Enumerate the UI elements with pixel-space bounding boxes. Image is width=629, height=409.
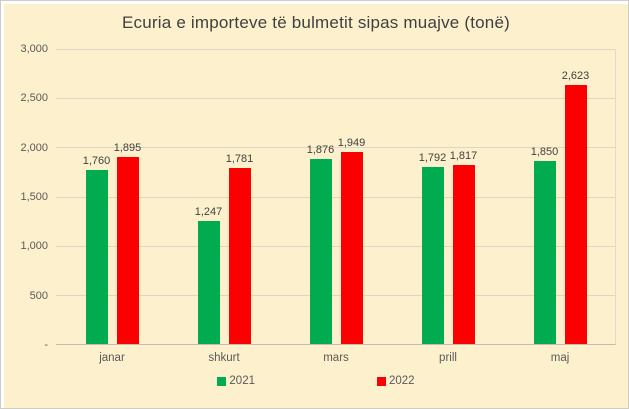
bar-2021-prill (421, 167, 444, 344)
gridline (56, 245, 615, 247)
plot-area (56, 48, 616, 345)
bar-value-label: 1,895 (113, 142, 142, 154)
bar-value-label: 1,247 (194, 206, 223, 218)
bar-2021-mars (309, 159, 332, 344)
gridline (56, 147, 615, 149)
legend-entry-2021: 2021 (217, 375, 255, 387)
gridline (56, 97, 615, 99)
bar-value-label: 1,781 (225, 153, 254, 165)
bar-2022-shkurt (228, 168, 251, 344)
y-tick-label: - (44, 339, 48, 351)
x-tick-label: mars (323, 352, 349, 364)
x-tick-label: shkurt (208, 352, 240, 364)
bar-2022-maj (564, 85, 587, 344)
y-tick-label: 2,000 (20, 141, 48, 154)
legend-swatch-2022 (377, 376, 386, 386)
legend: 2021 2022 (4, 375, 628, 387)
y-tick-label: 1,500 (20, 191, 48, 203)
chart-canvas: Ecuria e importeve të bulmetit sipas mua… (4, 4, 628, 408)
bar-2021-janar (85, 170, 108, 344)
bar-value-label: 1,949 (337, 137, 366, 149)
legend-label: 2021 (229, 375, 255, 387)
legend-label: 2022 (389, 375, 415, 387)
bar-value-label: 2,623 (561, 70, 590, 82)
y-tick-label: 2,500 (20, 92, 48, 105)
bar-2021-maj (533, 161, 556, 344)
x-tick-label: janar (99, 352, 125, 364)
chart-title: Ecuria e importeve të bulmetit sipas mua… (122, 13, 510, 32)
x-tick-label: prill (439, 352, 457, 364)
bar-value-label: 1,792 (418, 152, 447, 164)
bar-2022-prill (452, 165, 475, 344)
bar-value-label: 1,850 (530, 146, 559, 158)
gridline (56, 48, 615, 50)
y-tick-label: 3,000 (20, 43, 48, 55)
x-tick-label: maj (550, 352, 570, 364)
y-tick-label: 1,000 (20, 240, 48, 253)
bar-value-label: 1,876 (306, 144, 335, 156)
bar-2022-janar (116, 157, 139, 344)
bar-2022-mars (340, 152, 363, 344)
gridline (56, 295, 615, 297)
bar-value-label: 1,760 (82, 155, 111, 167)
gridline (56, 196, 615, 198)
y-tick-label: 500 (29, 289, 48, 302)
legend-entry-2022: 2022 (377, 375, 415, 387)
legend-swatch-2021 (217, 376, 227, 386)
bar-value-label: 1,817 (449, 150, 478, 162)
bar-2021-shkurt (197, 221, 220, 344)
